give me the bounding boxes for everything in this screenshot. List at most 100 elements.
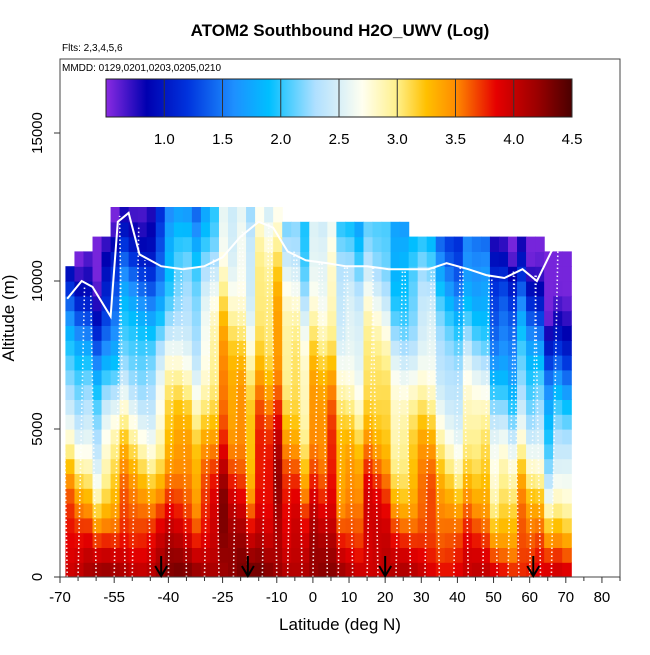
heatmap-cell: [200, 458, 211, 474]
heatmap-cell: [191, 458, 202, 474]
heatmap-cell: [453, 429, 464, 445]
heatmap-cell: [562, 325, 572, 341]
heatmap-cell: [228, 221, 238, 238]
heatmap-cell: [462, 251, 473, 267]
heatmap-cell: [228, 473, 238, 489]
heatmap-cell: [381, 355, 392, 371]
heatmap-cell: [444, 443, 455, 460]
heatmap-cell: [480, 325, 491, 341]
heatmap-cell: [553, 503, 563, 519]
heatmap-cell: [291, 562, 301, 577]
heatmap-cell: [101, 384, 112, 400]
chart-title: ATOM2 Southbound H2O_UWV (Log): [191, 21, 490, 40]
heatmap-cell: [408, 473, 419, 489]
heatmap-cell: [237, 384, 247, 400]
heatmap-cell: [354, 221, 365, 238]
heatmap-cell: [83, 369, 94, 386]
x-axis-label: Latitude (deg N): [279, 615, 401, 634]
heatmap-cell: [273, 207, 283, 223]
x-tick-label: 80: [594, 589, 611, 606]
heatmap-cell: [372, 266, 383, 282]
heatmap-cell: [200, 473, 211, 489]
heatmap-cell: [164, 399, 175, 415]
heatmap-cell: [345, 281, 356, 297]
x-axis: -70 -55 -40 -25 -10 0 10 20 30 40 50 60 70 80: [49, 577, 621, 606]
heatmap-cell: [119, 473, 130, 489]
heatmap-cell: [435, 503, 446, 519]
heatmap-cell: [255, 251, 265, 267]
heatmap-cell: [237, 221, 247, 238]
heatmap-cell: [191, 325, 202, 341]
heatmap-cell: [101, 532, 112, 548]
heatmap-cell: [508, 429, 518, 445]
colorbar-ticks: 1.0 1.5 2.0 2.5 3.0 3.5 4.0 4.5: [154, 79, 582, 148]
heatmap-cell: [517, 399, 527, 415]
heatmap-cell: [191, 488, 202, 504]
heatmap-cell: [237, 207, 247, 223]
flight-profile: [232, 244, 241, 577]
heatmap-cell: [318, 503, 328, 519]
heatmap-cell: [517, 473, 527, 489]
heatmap-cell: [246, 310, 256, 326]
heatmap-cell: [399, 355, 410, 371]
heatmap-cell: [273, 429, 283, 445]
heatmap-cell: [309, 310, 319, 326]
heatmap-cell: [535, 399, 545, 415]
heatmap-cell: [309, 251, 319, 267]
heatmap-cell: [137, 207, 148, 223]
heatmap-cell: [74, 310, 85, 326]
heatmap-cell: [517, 414, 527, 430]
heatmap-cell: [128, 429, 139, 445]
heatmap-cell: [489, 532, 500, 548]
heatmap-cell: [74, 384, 85, 400]
heatmap-cell: [381, 429, 392, 445]
heatmap-cell: [300, 281, 310, 297]
heatmap-cell: [65, 473, 76, 489]
heatmap-cell: [363, 562, 374, 577]
heatmap-cell: [237, 443, 247, 460]
heatmap-cell: [65, 458, 76, 474]
heatmap-cell: [435, 473, 446, 489]
heatmap-cell: [426, 295, 437, 312]
heatmap-cell: [318, 369, 328, 386]
heatmap-cell: [255, 532, 265, 548]
heatmap-cell: [562, 458, 572, 474]
heatmap-cell: [282, 547, 292, 563]
heatmap-cell: [553, 266, 563, 282]
heatmap-cell: [435, 281, 446, 297]
heatmap-cell: [65, 562, 76, 577]
heatmap-cell: [291, 443, 301, 460]
heatmap-cell: [318, 355, 328, 371]
heatmap-cell: [544, 399, 554, 415]
heatmap-cell: [327, 355, 337, 371]
heatmap-cell: [173, 517, 184, 534]
heatmap-cell: [264, 414, 274, 430]
heatmap-cell: [345, 399, 356, 415]
heatmap-cell: [399, 414, 410, 430]
heatmap-cell: [137, 310, 148, 326]
heatmap-cell: [471, 295, 482, 312]
heatmap-cell: [336, 517, 347, 534]
heatmap-cell: [146, 384, 157, 400]
heatmap-cell: [273, 355, 283, 371]
heatmap-cell: [354, 325, 365, 341]
heatmap-cell: [562, 473, 572, 489]
heatmap-cell: [517, 340, 527, 356]
x-tick-label: -10: [266, 589, 288, 606]
heatmap-cell: [101, 399, 112, 415]
heatmap-cell: [408, 251, 419, 267]
heatmap-cell: [498, 473, 509, 489]
heatmap-cell: [119, 310, 130, 326]
heatmap-cell: [471, 443, 482, 460]
heatmap-cell: [164, 221, 175, 238]
heatmap-cell: [273, 562, 283, 577]
heatmap-cell: [417, 310, 428, 326]
heatmap-cell: [119, 251, 130, 267]
heatmap-cell: [480, 458, 491, 474]
heatmap-cell: [146, 207, 157, 223]
heatmap-cell: [480, 414, 491, 430]
heatmap-cell: [318, 251, 328, 267]
heatmap-cell: [110, 473, 121, 489]
heatmap-cell: [390, 429, 401, 445]
heatmap-cell: [480, 443, 491, 460]
